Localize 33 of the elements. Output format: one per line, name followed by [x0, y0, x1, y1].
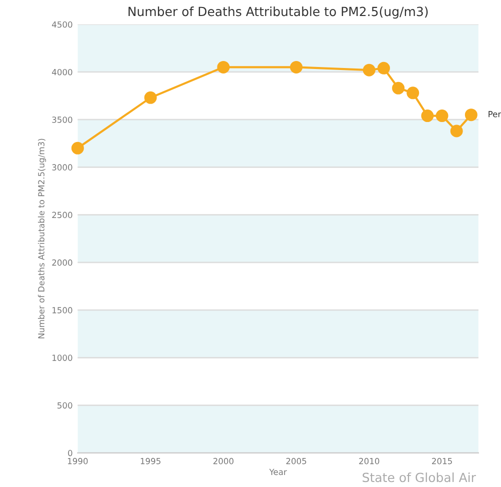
- x-tick-label: 2005: [286, 458, 306, 464]
- x-axis-title: Year: [269, 468, 287, 476]
- y-tick-label: 4500: [52, 21, 72, 28]
- point: [217, 60, 230, 74]
- x-tick-label: 2000: [213, 458, 234, 464]
- text: State of Global Air: [362, 472, 476, 482]
- x-tick-label: 2010: [359, 458, 380, 464]
- y-tick-label: 2500: [52, 212, 72, 218]
- point: [450, 124, 463, 138]
- y-tick-label: 0: [68, 450, 72, 456]
- y-tick-label: 1000: [52, 354, 72, 361]
- x-tick-label: 1995: [140, 458, 160, 464]
- point: [290, 60, 303, 74]
- point: [436, 110, 448, 122]
- y-tick-label: 4000: [52, 68, 72, 76]
- point: [144, 91, 157, 104]
- point: [362, 64, 376, 76]
- chart-title: Number of Deaths Attributable to PM2.5(ug/m3): [128, 6, 428, 19]
- y-tick-label: 1500: [52, 307, 72, 314]
- y-tick-label: 3500: [52, 116, 72, 123]
- point: [392, 82, 405, 94]
- point: [406, 86, 420, 100]
- point: [71, 142, 84, 154]
- y-tick-label: 2000: [52, 259, 72, 266]
- x-tick-label: 2015: [432, 458, 452, 464]
- y-axis-title: Number of Deaths Attributable to PM2.5(ug/m3): [38, 138, 46, 338]
- y-tick-label: 3000: [52, 164, 72, 170]
- x-tick-label: 1990: [68, 458, 88, 464]
- y-tick-label: 500: [58, 402, 72, 409]
- series-label: Per: [488, 111, 501, 118]
- point: [421, 110, 434, 122]
- point: [377, 62, 390, 74]
- point: [464, 108, 478, 122]
